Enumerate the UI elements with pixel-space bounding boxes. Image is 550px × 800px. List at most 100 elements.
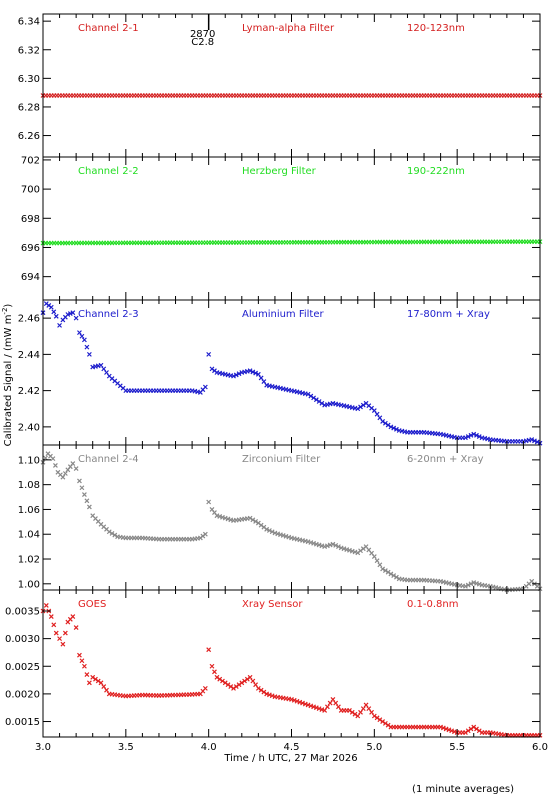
data-point — [51, 622, 57, 628]
data-point — [217, 676, 223, 682]
data-point — [363, 702, 369, 708]
data-point — [385, 569, 391, 575]
data-point — [77, 330, 82, 336]
data-point — [465, 434, 471, 439]
data-point — [474, 432, 479, 438]
data-point — [388, 571, 394, 577]
data-point — [253, 682, 259, 688]
panel-5-points — [40, 603, 543, 738]
panel-frame — [42, 589, 541, 738]
data-point — [380, 419, 386, 424]
data-point — [468, 581, 474, 587]
panel-2: 694 696 698 700 702 Channel 2-2 Herzberg Filte… — [21, 155, 543, 301]
data-point — [319, 400, 325, 406]
data-point — [43, 603, 49, 608]
data-point — [101, 366, 107, 372]
data-point — [202, 384, 208, 390]
data-point — [244, 676, 250, 682]
data-point — [231, 373, 236, 379]
panel-1-points — [40, 93, 543, 98]
y-tick-label: 0.0015 — [5, 717, 40, 728]
x-tick-label: 4.5 — [284, 742, 300, 753]
data-point — [73, 315, 79, 321]
data-point — [250, 517, 256, 523]
data-point — [385, 722, 391, 728]
data-point — [253, 370, 259, 376]
panel-label: Channel 2-4 — [78, 454, 139, 465]
data-point — [474, 726, 479, 732]
data-point — [463, 730, 468, 736]
panel-label: Channel 2-3 — [78, 309, 139, 320]
panel-label: 6-20nm + Xray — [407, 454, 484, 465]
data-point — [255, 685, 261, 691]
data-point — [247, 674, 253, 680]
panel-label: Channel 2-1 — [78, 23, 139, 34]
data-point — [377, 562, 383, 568]
data-point — [529, 437, 535, 442]
data-point — [269, 529, 275, 535]
data-point — [360, 402, 366, 408]
y-tick-label: 2.40 — [18, 422, 40, 433]
data-point — [355, 713, 361, 719]
data-point — [70, 614, 76, 619]
panel-label: 120-123nm — [407, 23, 465, 34]
data-point — [266, 528, 272, 533]
data-point — [374, 715, 380, 721]
y-tick-label: 1.02 — [18, 555, 40, 566]
panel-frame — [42, 13, 541, 158]
data-point — [84, 672, 90, 677]
y-tick-label: 6.26 — [18, 131, 40, 142]
x-tick-label: 5.5 — [449, 742, 465, 753]
data-point — [324, 704, 330, 710]
data-point — [73, 625, 79, 631]
x-tick-label: 3.5 — [118, 742, 134, 753]
data-point — [228, 684, 234, 689]
data-point — [236, 371, 242, 377]
data-point — [60, 641, 66, 647]
data-point — [468, 432, 474, 438]
panel-frame — [42, 156, 541, 301]
data-point — [86, 504, 92, 510]
data-point — [212, 669, 217, 675]
data-point — [311, 395, 317, 401]
panel-label: Channel 2-2 — [78, 166, 139, 177]
data-point — [98, 362, 104, 368]
data-point — [206, 647, 212, 653]
data-point — [53, 313, 59, 319]
data-point — [247, 515, 253, 521]
data-point — [476, 728, 482, 734]
data-point — [106, 529, 112, 535]
event-marker: 2870 C2.8 — [190, 14, 215, 48]
data-point — [258, 375, 264, 381]
data-point — [380, 719, 386, 724]
panel-frame — [42, 444, 541, 591]
data-point — [336, 704, 341, 710]
panel-label: Herzberg Filter — [242, 166, 317, 177]
panel-4-points — [40, 451, 543, 593]
data-point — [261, 379, 267, 384]
y-tick-label: 2.42 — [18, 386, 40, 397]
data-point — [377, 415, 383, 421]
y-tick-label: 698 — [21, 214, 40, 225]
y-axis-label-exponent: -2 — [1, 308, 9, 315]
data-point — [471, 431, 477, 437]
data-point — [242, 678, 247, 684]
data-point — [258, 687, 264, 693]
data-point — [79, 485, 85, 491]
data-point — [347, 708, 352, 713]
y-tick-label: 0.0020 — [5, 689, 40, 700]
data-point — [95, 678, 101, 684]
y-tick-label: 694 — [21, 272, 40, 283]
data-point — [247, 368, 253, 374]
y-axis-label-main: Calibrated Signal / (mW m — [3, 315, 14, 447]
data-point — [358, 404, 363, 410]
data-point — [79, 658, 85, 664]
data-point — [330, 696, 336, 702]
data-point — [104, 370, 109, 375]
data-point — [393, 574, 399, 580]
data-point — [233, 372, 239, 378]
y-tick-label: 0.0030 — [5, 634, 40, 645]
data-point — [53, 463, 58, 468]
y-tick-label: 6.32 — [18, 45, 40, 56]
